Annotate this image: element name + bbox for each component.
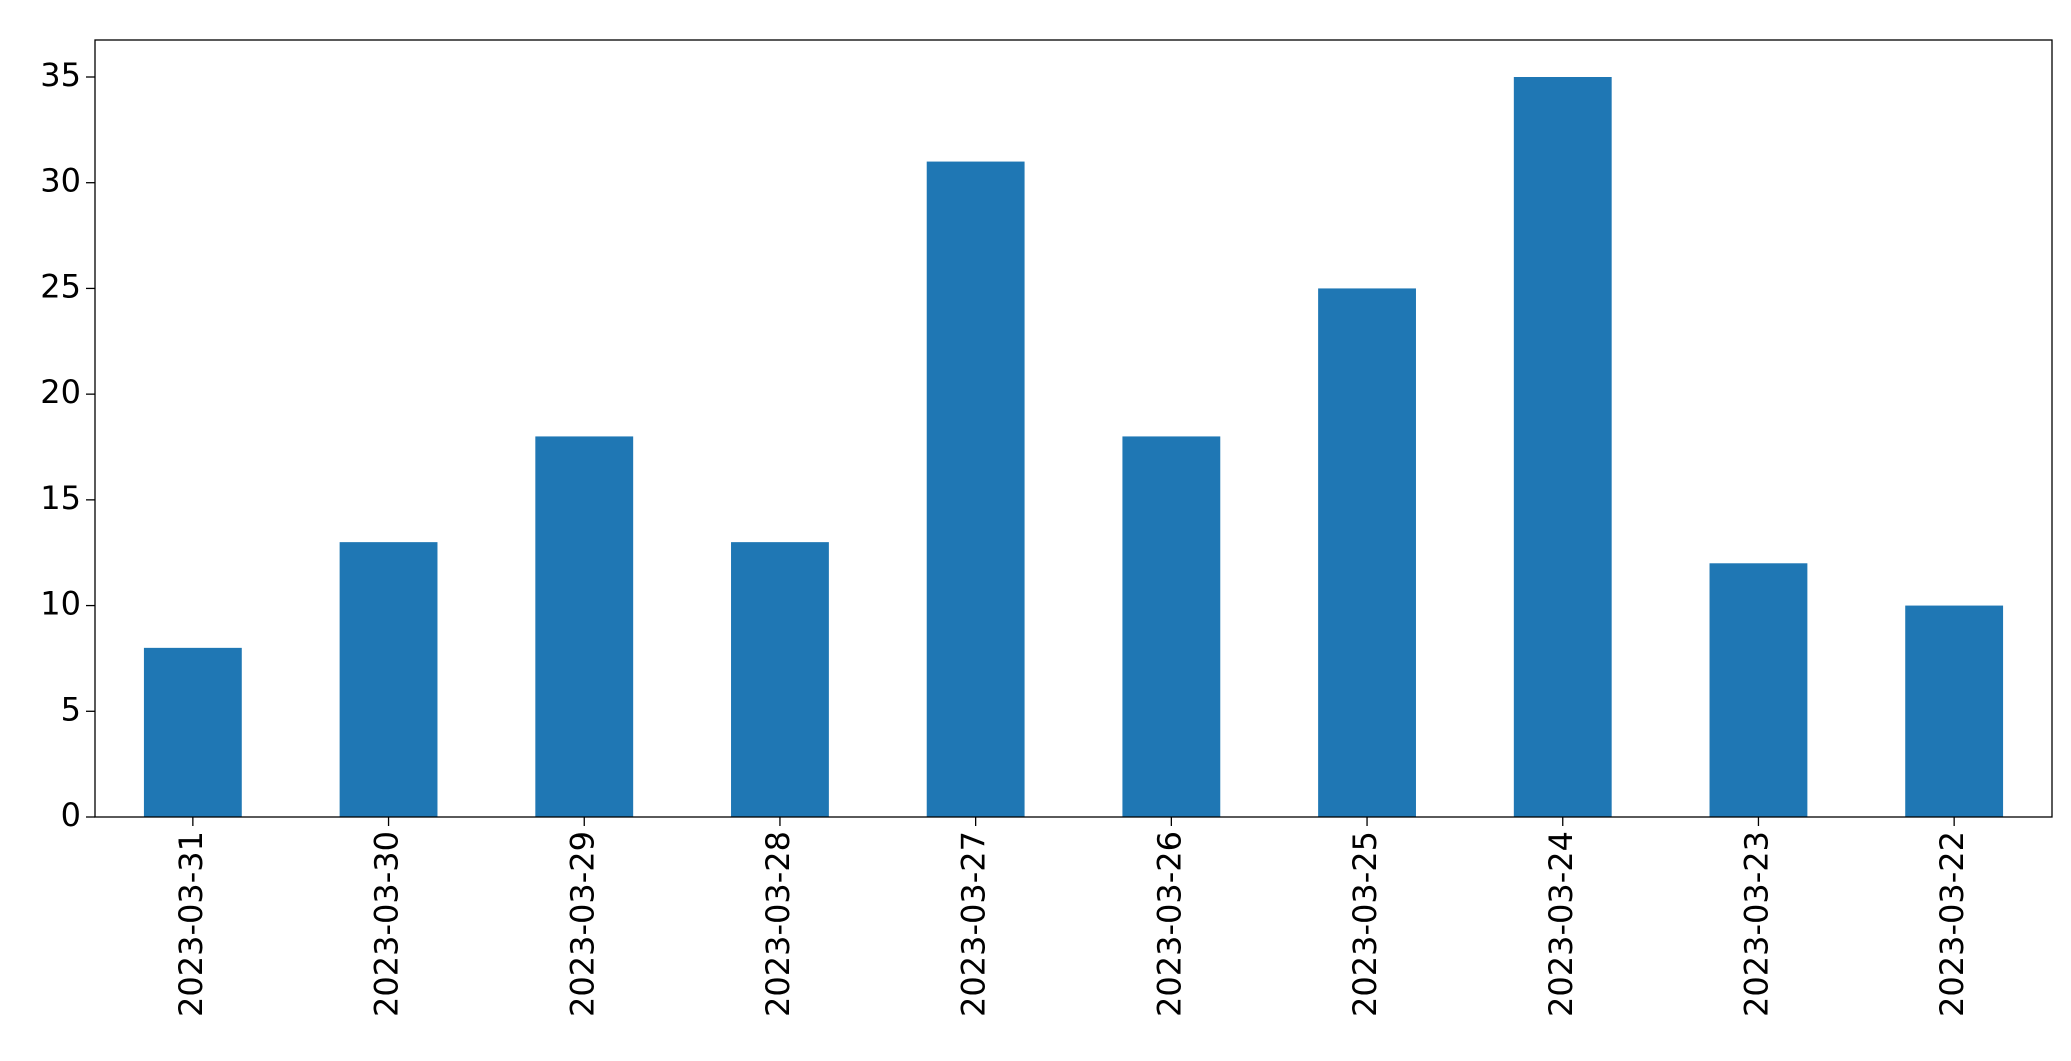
- bar: [1709, 563, 1808, 817]
- x-tick-label: 2023-03-23: [1737, 831, 1775, 1017]
- x-tick-label: 2023-03-25: [1346, 831, 1384, 1017]
- y-tick-label: 35: [40, 56, 81, 94]
- x-tick-label: 2023-03-30: [368, 831, 406, 1017]
- bar: [1513, 77, 1612, 817]
- bar: [1318, 288, 1416, 817]
- x-tick-label: 2023-03-27: [955, 831, 993, 1017]
- x-tick-label: 2023-03-28: [759, 831, 797, 1017]
- bar: [926, 161, 1025, 818]
- y-tick-label: 20: [40, 373, 81, 411]
- bar: [1122, 436, 1221, 817]
- y-tick-label: 25: [40, 267, 81, 305]
- y-tick-label: 15: [40, 479, 81, 517]
- bar: [535, 436, 634, 817]
- bar: [731, 542, 829, 817]
- y-tick-label: 5: [61, 690, 81, 728]
- x-tick-label: 2023-03-24: [1542, 831, 1580, 1017]
- x-tick-label: 2023-03-31: [172, 831, 210, 1017]
- y-tick-label: 0: [61, 796, 81, 834]
- y-tick-label: 10: [40, 585, 81, 623]
- x-tick-label: 2023-03-26: [1150, 831, 1188, 1017]
- x-tick-label: 2023-03-29: [563, 831, 601, 1017]
- plot-frame: [94, 39, 2053, 818]
- bar: [339, 542, 438, 817]
- bar: [1905, 605, 2004, 817]
- bar: [143, 647, 242, 817]
- x-tick-label: 2023-03-22: [1933, 831, 1971, 1017]
- y-tick-label: 30: [40, 162, 81, 200]
